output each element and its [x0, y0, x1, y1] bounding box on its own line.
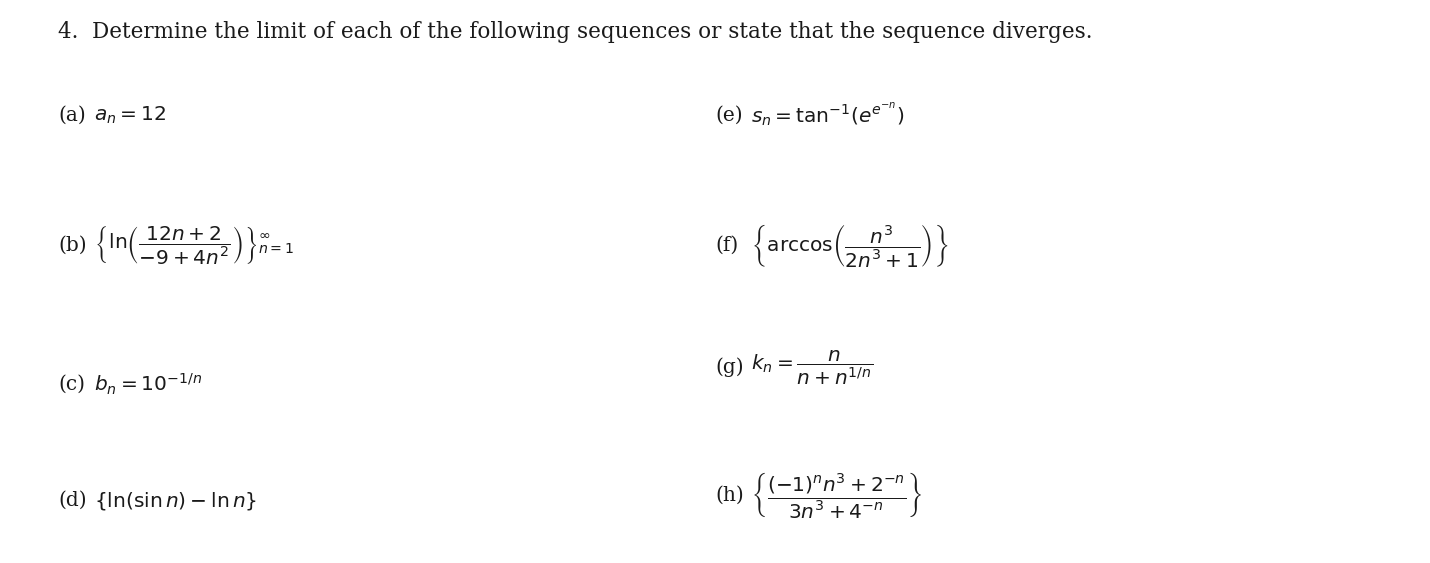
- Text: (h): (h): [715, 485, 744, 504]
- Text: $\left\{\arccos\!\left(\dfrac{n^3}{2n^3+1}\right)\right\}$: $\left\{\arccos\!\left(\dfrac{n^3}{2n^3+…: [751, 222, 948, 269]
- Text: (f): (f): [715, 236, 738, 255]
- Text: $\left\{\ln\!\left(\dfrac{12n+2}{-9+4n^2}\right)\right\}_{n=1}^{\infty}$: $\left\{\ln\!\left(\dfrac{12n+2}{-9+4n^2…: [94, 225, 293, 266]
- Text: $s_n = \tan^{-1}\!\left(e^{e^{-n}}\right)$: $s_n = \tan^{-1}\!\left(e^{e^{-n}}\right…: [751, 101, 904, 128]
- Text: $a_n = 12$: $a_n = 12$: [94, 105, 166, 126]
- Text: (g): (g): [715, 358, 744, 377]
- Text: (e): (e): [715, 106, 742, 124]
- Text: $\{\ln(\sin n) - \ln n\}$: $\{\ln(\sin n) - \ln n\}$: [94, 490, 257, 512]
- Text: (c): (c): [59, 374, 86, 394]
- Text: $k_n = \dfrac{n}{n + n^{1/n}}$: $k_n = \dfrac{n}{n + n^{1/n}}$: [751, 348, 872, 387]
- Text: (b): (b): [59, 236, 87, 255]
- Text: $\left\{\dfrac{(-1)^n n^3 + 2^{-n}}{3n^3+4^{-n}}\right\}$: $\left\{\dfrac{(-1)^n n^3 + 2^{-n}}{3n^3…: [751, 470, 922, 520]
- Text: 4.  Determine the limit of each of the following sequences or state that the seq: 4. Determine the limit of each of the fo…: [59, 21, 1093, 43]
- Text: $b_n = 10^{-1/n}$: $b_n = 10^{-1/n}$: [94, 372, 202, 397]
- Text: (d): (d): [59, 491, 87, 510]
- Text: (a): (a): [59, 106, 86, 124]
